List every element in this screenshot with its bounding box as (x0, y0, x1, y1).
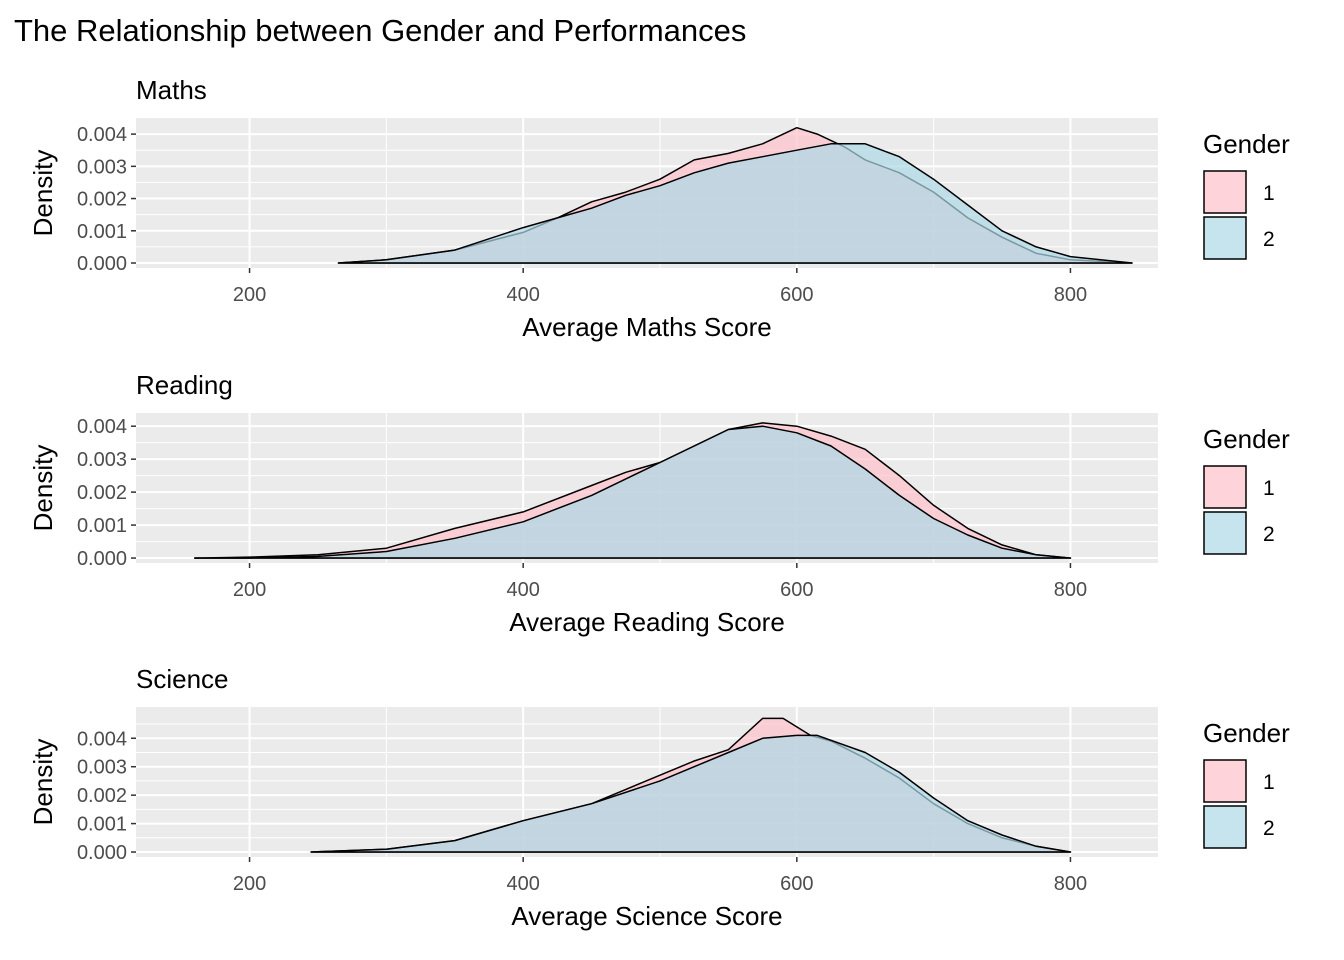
panel-title: Maths (136, 75, 207, 105)
x-axis-title: Average Reading Score (509, 607, 785, 637)
legend-label: 1 (1263, 182, 1275, 205)
legend-label: 2 (1263, 228, 1275, 251)
panel-reading: Reading 200 400 600 800 0.000 0.001 0.002 0.003 0… (28, 370, 1290, 637)
x-tick-label: 400 (506, 873, 539, 895)
x-axis-title: Average Science Score (511, 901, 782, 931)
x-tick-label: 200 (233, 284, 266, 306)
legend: Gender 1 2 (1203, 129, 1290, 260)
chart-title: The Relationship between Gender and Perf… (14, 13, 746, 48)
legend-key-gender-2 (1203, 216, 1247, 260)
y-axis-title: Density (28, 739, 58, 826)
density-area-gender-2 (310, 734, 1072, 853)
legend-title: Gender (1203, 718, 1290, 748)
x-tick-label: 400 (506, 284, 539, 306)
legend-key-gender-2 (1203, 511, 1247, 555)
x-tick-label: 800 (1054, 873, 1087, 895)
x-tick-label: 600 (780, 579, 813, 601)
y-tick-label: 0.001 (77, 515, 127, 537)
y-tick-label: 0.002 (77, 482, 127, 504)
legend-label: 1 (1263, 771, 1275, 794)
y-tick-label: 0.000 (77, 842, 127, 864)
y-tick-label: 0.004 (77, 416, 127, 438)
legend-label: 1 (1263, 477, 1275, 500)
legend-label: 2 (1263, 523, 1275, 546)
x-tick-label: 800 (1054, 579, 1087, 601)
panel-title: Science (136, 664, 229, 694)
y-axis-title: Density (28, 150, 58, 237)
legend-title: Gender (1203, 424, 1290, 454)
panel-title: Reading (136, 370, 233, 400)
x-tick-label: 200 (233, 873, 266, 895)
y-tick-label: 0.003 (77, 757, 127, 779)
legend: Gender 1 2 (1203, 718, 1290, 849)
x-tick-label: 600 (780, 873, 813, 895)
x-tick-label: 400 (506, 579, 539, 601)
x-tick-label: 800 (1054, 284, 1087, 306)
legend-key-gender-1 (1203, 170, 1247, 214)
legend-key-gender-2 (1203, 805, 1247, 849)
y-tick-label: 0.002 (77, 189, 127, 211)
y-tick-label: 0.000 (77, 548, 127, 570)
y-tick-label: 0.003 (77, 449, 127, 471)
legend-key-gender-1 (1203, 759, 1247, 803)
y-tick-label: 0.001 (77, 221, 127, 243)
panel-maths: Maths 200 400 600 800 0.000 0.001 0.002 0.003 0.0… (28, 75, 1290, 342)
y-tick-label: 0.002 (77, 785, 127, 807)
density-area-gender-2 (337, 143, 1133, 264)
y-tick-label: 0.004 (77, 124, 127, 146)
y-tick-label: 0.004 (77, 728, 127, 750)
legend-key-gender-1 (1203, 465, 1247, 509)
density-area-gender-2 (194, 425, 1072, 559)
legend-title: Gender (1203, 129, 1290, 159)
x-tick-label: 200 (233, 579, 266, 601)
y-tick-label: 0.001 (77, 814, 127, 836)
y-tick-label: 0.000 (77, 253, 127, 275)
y-tick-label: 0.003 (77, 156, 127, 178)
panel-science: Science 200 400 600 800 0.000 0.001 0.002 0.003 0… (28, 664, 1290, 931)
y-axis-title: Density (28, 445, 58, 532)
x-tick-label: 600 (780, 284, 813, 306)
legend: Gender 1 2 (1203, 424, 1290, 555)
legend-label: 2 (1263, 817, 1275, 840)
x-axis-title: Average Maths Score (522, 312, 772, 342)
